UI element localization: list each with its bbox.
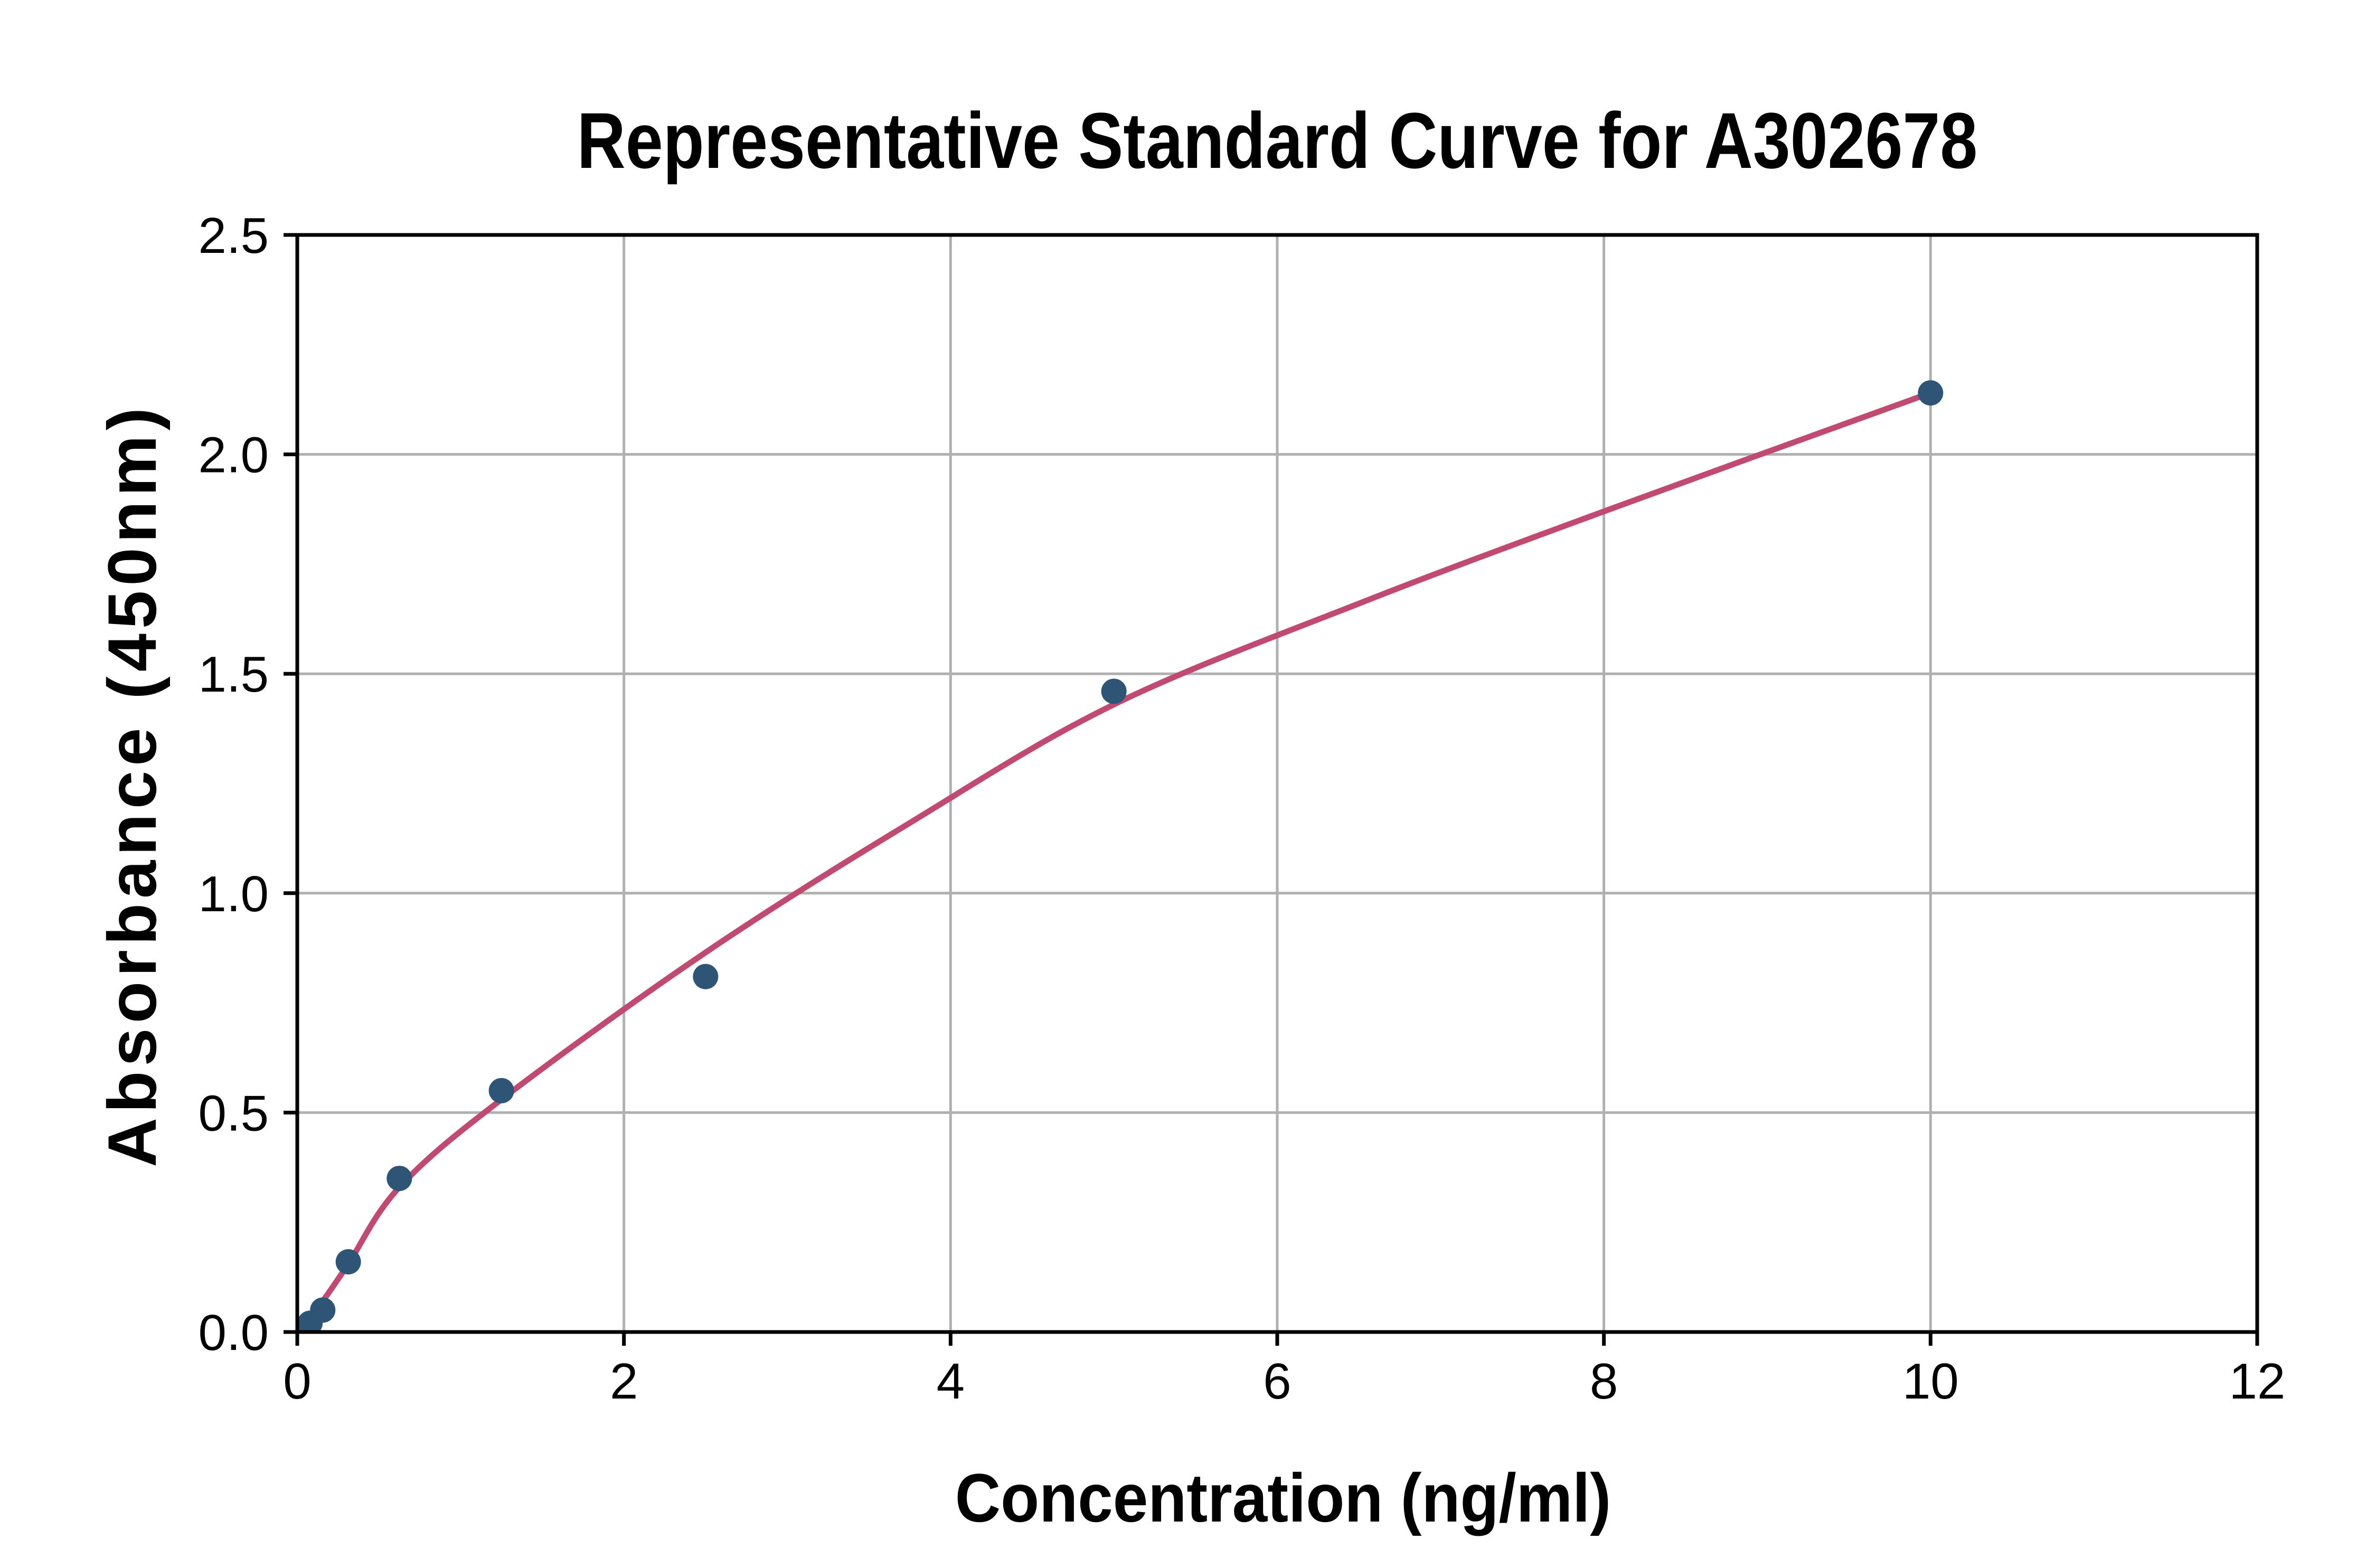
- x-tick-label: 6: [1263, 1353, 1291, 1410]
- data-point: [1101, 678, 1127, 704]
- data-point: [1918, 380, 1944, 406]
- y-tick-label: 0.0: [199, 1305, 269, 1361]
- x-tick-label: 4: [937, 1353, 965, 1410]
- x-tick-label: 12: [2229, 1353, 2286, 1410]
- y-tick-label: 0.5: [199, 1085, 269, 1141]
- x-tick-label: 8: [1590, 1353, 1618, 1410]
- data-point: [310, 1297, 336, 1323]
- y-axis-label: Absorbance (450nm): [93, 403, 171, 1167]
- x-tick-label: 2: [610, 1353, 638, 1410]
- data-point: [693, 964, 719, 989]
- fitted-curve: [297, 390, 1934, 1332]
- x-tick-label: 10: [1902, 1353, 1959, 1410]
- y-tick-label: 2.5: [199, 207, 269, 264]
- data-point: [488, 1078, 514, 1103]
- y-tick-label: 1.0: [199, 866, 269, 922]
- data-point: [386, 1166, 412, 1192]
- y-tick-label: 1.5: [199, 646, 269, 703]
- data-point: [335, 1249, 361, 1275]
- y-tick-label: 2.0: [199, 427, 269, 484]
- x-axis-label: Concentration (ng/ml): [955, 1459, 1611, 1536]
- chart-title: Representative Standard Curve for A30267…: [577, 96, 1978, 185]
- x-tick-label: 0: [283, 1353, 311, 1410]
